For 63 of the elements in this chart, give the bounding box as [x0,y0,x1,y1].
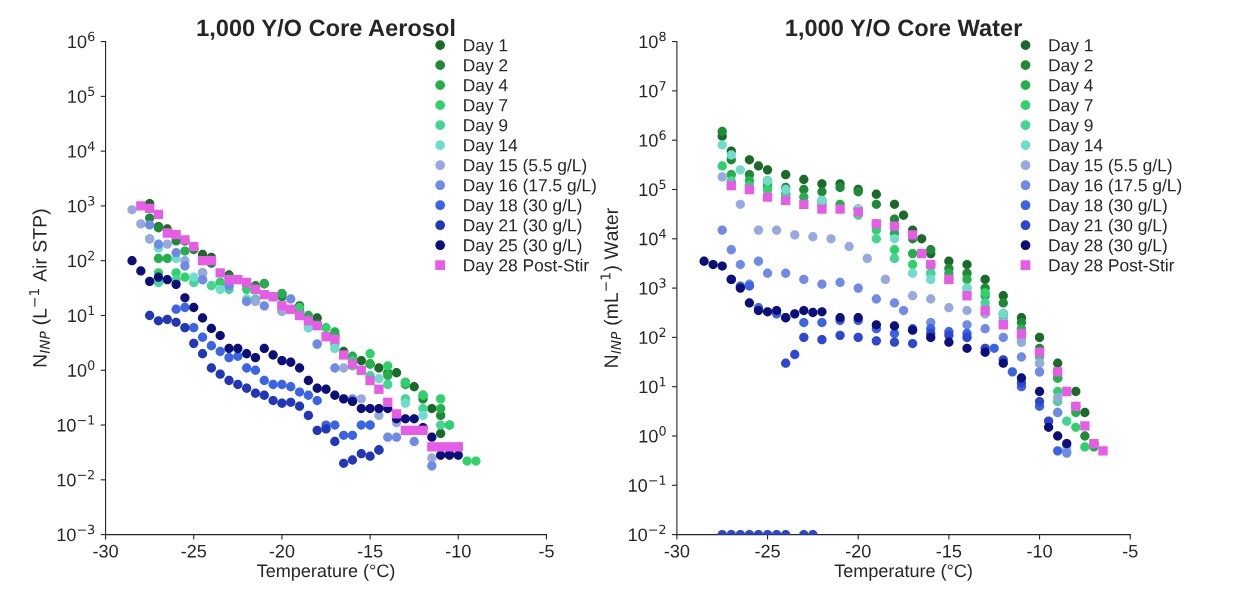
legend-label: Day 28 Post-Stir [464,258,589,275]
y-tick-label: 10$^{6}$ [639,130,666,147]
x-tick-label: -30 [93,544,118,558]
x-tick-label: -20 [269,544,295,558]
legend-label: Day 16 (17.5 g/L) [1049,178,1182,195]
y-tick-label: 10$^{4}$ [639,229,666,246]
y-tick-label: 10$^{0}$ [68,360,95,377]
legend-label: Day 4 [464,79,508,95]
legend-label: Day 9 [1049,119,1093,135]
y-tick-label: 10$^{1}$ [639,376,666,394]
y-tick-label: 10$^{−2}$ [57,469,94,487]
y-tick-label: 10$^{−1}$ [57,415,95,432]
chart-title: 1,000 Y/O Core Water [786,18,1022,40]
legend-label: Day 25 (30 g/L) [464,238,582,255]
legend-label: Day 15 (5.5 g/L) [464,158,587,175]
x-tick-label: -20 [845,544,871,558]
legend-label: Day 18 (30 g/L) [1049,198,1167,215]
y-tick-label: 10$^{6}$ [68,31,95,49]
x-tick-label: -5 [1122,544,1138,558]
x-tick-label: -25 [755,544,780,558]
x-axis-title: Temperature (°C) [834,563,972,581]
y-axis-title: N$_{INP}$ (mL$^{−1}$) Water [600,208,622,367]
chart-title: 1,000 Y/O Core Aerosol [197,18,455,40]
x-tick-label: -30 [664,544,690,558]
legend-label: Day 21 (30 g/L) [464,218,582,235]
y-axis-title: N$_{INP}$ (L$^{−1}$ Air STP) [29,209,51,367]
y-tick-label: 10$^{−2}$ [629,524,666,542]
legend-label: Day 7 [1049,99,1093,115]
y-tick-label: 10$^{0}$ [639,426,666,443]
y-tick-label: 10$^{5}$ [639,179,666,197]
x-tick-label: -25 [181,544,207,558]
legend-label: Day 15 (5.5 g/L) [1049,158,1172,175]
y-tick-label: 10$^{−3}$ [57,524,95,542]
legend-label: Day 4 [1049,79,1093,95]
legend-label: Day 21 (30 g/L) [1049,218,1167,235]
y-tick-label: 10$^{8}$ [639,31,666,49]
legend-label: Day 14 [464,139,518,155]
legend-label: Day 14 [1049,139,1103,155]
x-tick-label: -10 [446,544,471,558]
y-tick-label: 10$^{7}$ [639,81,666,98]
y-tick-label: 10$^{1}$ [68,305,95,323]
x-axis-title: Temperature (°C) [257,563,395,581]
legend-label: Day 16 (17.5 g/L) [464,178,596,195]
legend-label: Day 1 [464,39,508,55]
legend-label: Day 2 [464,59,508,75]
y-tick-label: 10$^{5}$ [68,86,95,103]
legend-label: Day 1 [1049,39,1093,55]
legend-label: Day 7 [464,99,508,115]
x-tick-label: -15 [357,544,383,558]
y-tick-label: 10$^{3}$ [639,278,666,295]
legend-label: Day 28 (30 g/L) [1049,238,1167,255]
x-tick-label: -5 [539,544,554,558]
y-tick-label: 10$^{2}$ [639,327,666,344]
x-tick-label: -15 [936,544,962,558]
y-tick-label: 10$^{−1}$ [629,475,666,492]
y-tick-label: 10$^{2}$ [68,250,94,268]
y-tick-label: 10$^{4}$ [68,141,95,158]
legend-label: Day 9 [464,119,508,135]
legend-label: Day 18 (30 g/L) [464,198,582,215]
y-tick-label: 10$^{3}$ [68,196,95,213]
legend-label: Day 2 [1049,59,1093,75]
legend-label: Day 28 Post-Stir [1049,258,1175,275]
x-tick-label: -10 [1027,544,1052,558]
